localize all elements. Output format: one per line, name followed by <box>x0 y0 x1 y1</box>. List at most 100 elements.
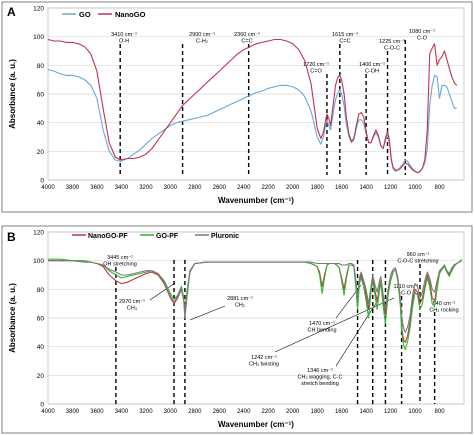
x-tick-label: 3200 <box>139 185 153 191</box>
annotation-assignment-label: C-O <box>401 291 412 297</box>
x-tick-label: 1200 <box>384 409 398 415</box>
x-tick-label: 4000 <box>41 185 55 191</box>
annotation-assignment-label: CH₂ wagging, C-C <box>298 375 343 381</box>
x-tick-label: 4000 <box>41 409 55 415</box>
panel-b-series <box>48 258 463 351</box>
y-tick-label: 100 <box>33 34 44 41</box>
panel-a-x-ticks: 4000 3800 3600 3400 3200 3000 2800 2600 2400 2200… <box>41 185 445 191</box>
annotation-wavenumber-label: 3445 cm⁻¹ <box>107 255 133 261</box>
x-tick-label: 1800 <box>310 409 324 415</box>
y-tick-label: 120 <box>33 230 44 237</box>
annotation-wavenumber-label: 2900 cm⁻¹ <box>189 32 215 38</box>
x-tick-label: 2200 <box>262 409 276 415</box>
annotation-assignment-label: CH₂ twisting <box>249 362 279 368</box>
annotation-assignment-label: C-OH <box>365 69 379 75</box>
y-tick-label: 80 <box>37 287 45 294</box>
annotation-wavenumber-label: 960 cm⁻¹ <box>407 252 430 258</box>
annotation-pointer-line <box>335 299 379 367</box>
legend-label-nanogo-pf: NanoGO-PF <box>88 233 128 240</box>
x-tick-label: 2400 <box>237 185 251 191</box>
y-tick-label: 100 <box>33 258 44 265</box>
x-tick-label: 3600 <box>90 185 104 191</box>
annotation-assignment-label: C-O <box>417 36 428 42</box>
x-tick-label: 3800 <box>66 185 80 191</box>
annotation-wavenumber-label: 1225 cm⁻¹ <box>379 39 405 45</box>
panel-a-series <box>47 38 458 174</box>
y-tick-label: 0 <box>40 402 44 409</box>
annotation-wavenumber-label: 1720 cm⁻¹ <box>303 62 329 68</box>
x-tick-label: 1400 <box>359 185 373 191</box>
x-tick-label: 1800 <box>310 185 324 191</box>
panel-b-label: B <box>7 230 16 244</box>
x-tick-label: 3000 <box>164 409 178 415</box>
y-tick-label: 40 <box>37 344 45 351</box>
x-tick-label: 3400 <box>115 185 129 191</box>
annotation-assignment-label: CH₂ <box>235 303 245 309</box>
annotation-wavenumber-label: 1400 cm⁻¹ <box>359 62 385 68</box>
x-tick-label: 1600 <box>335 409 349 415</box>
annotation-wavenumber-label: 1080 cm⁻¹ <box>409 29 435 35</box>
x-tick-label: 2200 <box>262 185 276 191</box>
annotation-wavenumber-label: 2881 cm⁻¹ <box>227 296 253 302</box>
annotation-assignment-label: C=O <box>310 69 322 75</box>
panel-b-legend: NanoGO-PF GO-PF Pluronic <box>72 233 239 240</box>
annotation-assignment-label: O-H <box>119 39 129 45</box>
annotation-wavenumber-label: 1470 cm⁻¹ <box>309 321 335 327</box>
annotation-pointer-line <box>274 297 395 353</box>
panel-a-y-axis-label: Absorbance (a. u.) <box>8 59 17 129</box>
panel-a-x-axis-label: Wavenumber (cm⁻¹) <box>218 196 294 205</box>
panel-b-plot-frame <box>47 231 465 405</box>
annotation-pointer-line <box>189 305 226 321</box>
annotation-assignment-label: stretch bending <box>301 381 339 387</box>
annotation-assignment-label: C-H₂ <box>196 39 208 45</box>
x-tick-label: 800 <box>435 409 446 415</box>
panel-a-label: A <box>7 5 16 19</box>
x-tick-label: 1000 <box>408 185 422 191</box>
panel-b-y-ticks: 0 20 40 60 80 100 120 <box>33 230 44 409</box>
annotation-assignment-label: CH₃ <box>127 306 137 312</box>
annotation-wavenumber-label: 1110 cm⁻¹ <box>393 284 418 290</box>
annotation-wavenumber-label: 1346 cm⁻¹ <box>307 368 333 374</box>
x-tick-label: 1400 <box>359 409 373 415</box>
annotation-wavenumber-label: 2970 cm⁻¹ <box>119 299 145 305</box>
panel-b-x-axis-label: Wavenumber (cm⁻¹) <box>218 420 294 429</box>
y-tick-label: 20 <box>37 373 45 380</box>
legend-label-go: GO <box>79 10 91 19</box>
panel-a-legend: GO NanoGO <box>62 10 146 19</box>
annotation-pointer-line <box>149 282 176 301</box>
annotation-assignment-label: CH₂ rocking <box>429 308 458 314</box>
panel-a-plot-frame <box>47 7 465 181</box>
y-tick-label: 60 <box>37 316 45 323</box>
series-line-go-pf <box>48 258 463 351</box>
annotation-wavenumber-label: 1615 cm⁻¹ <box>332 32 358 38</box>
panel-a-y-ticks: 0 20 40 60 80 100 120 <box>33 6 44 185</box>
legend-label-pluronic: Pluronic <box>211 233 239 240</box>
x-tick-label: 3000 <box>164 185 178 191</box>
panel-b: B 0 20 40 60 80 100 120 4000 3800 3600 3400 3200 30… <box>1 225 473 434</box>
annotation-assignment-label: C-O-C stretching <box>397 259 438 265</box>
annotation-assignment-label: C-O-C <box>384 46 400 52</box>
x-tick-label: 2000 <box>286 409 300 415</box>
y-tick-label: 120 <box>33 6 44 13</box>
y-tick-label: 20 <box>37 149 45 156</box>
series-line-nanogo <box>47 38 458 174</box>
x-tick-label: 3400 <box>115 409 129 415</box>
panel-a: A 0 20 40 60 80 100 120 4000 3800 3600 3400 3200 30… <box>1 1 473 213</box>
x-tick-label: 2800 <box>188 409 202 415</box>
panel-b-y-axis-label: Absorbance (a. u.) <box>8 283 17 353</box>
x-tick-label: 2000 <box>286 185 300 191</box>
annotation-wavenumber-label: 3410 cm⁻¹ <box>111 32 137 38</box>
x-tick-label: 3800 <box>66 409 80 415</box>
x-tick-label: 3200 <box>139 409 153 415</box>
annotation-assignment-label: C=C <box>339 39 350 45</box>
x-tick-label: 2600 <box>213 185 227 191</box>
x-tick-label: 800 <box>435 185 446 191</box>
x-tick-label: 3600 <box>90 409 104 415</box>
annotation-assignment-label: OH stretching <box>103 262 137 268</box>
y-tick-label: 40 <box>37 120 45 127</box>
x-tick-label: 1200 <box>384 185 398 191</box>
x-tick-label: 1000 <box>408 409 422 415</box>
annotation-wavenumber-label: 840 cm⁻¹ <box>433 301 456 307</box>
